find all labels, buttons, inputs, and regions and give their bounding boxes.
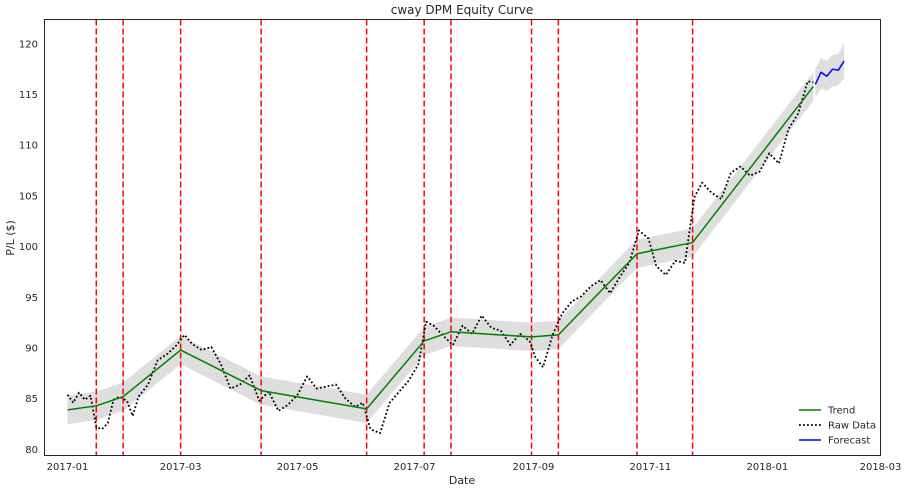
y-axis-ticks: 80 85 90 95 100 105 110 115 120 <box>19 39 38 456</box>
x-tick-label: 2017-01 <box>47 462 89 473</box>
x-tick-label: 2017-09 <box>513 462 555 473</box>
trend-line <box>67 85 814 411</box>
y-tick-label: 120 <box>19 39 38 50</box>
legend-label: Raw Data <box>828 421 876 432</box>
y-tick-label: 115 <box>19 90 38 101</box>
legend: Trend Raw Data Forecast <box>799 406 876 447</box>
x-tick-label: 2017-05 <box>277 462 319 473</box>
x-tick-label: 2017-11 <box>630 462 672 473</box>
legend-label: Trend <box>827 406 855 417</box>
y-tick-label: 105 <box>19 191 38 202</box>
series-layer <box>66 60 845 435</box>
forecast-uncertainty-band <box>815 42 845 98</box>
y-tick-label: 80 <box>25 445 38 456</box>
x-axis-ticks: 2017-01 2017-03 2017-05 2017-07 2017-09 2017-… <box>47 462 902 473</box>
x-tick-label: 2018-01 <box>746 462 788 473</box>
raw-data-line <box>66 80 814 435</box>
legend-label: Forecast <box>828 436 870 447</box>
trend-uncertainty-band <box>67 72 814 425</box>
chart-title: cway DPM Equity Curve <box>391 3 534 17</box>
y-axis-label: P/L ($) <box>4 220 17 256</box>
forecast-line <box>814 60 845 85</box>
y-tick-label: 90 <box>25 344 38 355</box>
y-tick-label: 110 <box>19 141 38 152</box>
plot-frame <box>44 19 881 456</box>
x-tick-label: 2018-03 <box>860 462 902 473</box>
x-axis-label: Date <box>449 474 476 487</box>
y-tick-label: 85 <box>25 394 38 405</box>
x-tick-label: 2017-07 <box>394 462 436 473</box>
y-tick-label: 95 <box>25 293 38 304</box>
uncertainty-bands <box>67 42 845 425</box>
y-tick-label: 100 <box>19 242 38 253</box>
changepoint-lines <box>95 19 694 456</box>
x-tick-label: 2017-03 <box>160 462 202 473</box>
